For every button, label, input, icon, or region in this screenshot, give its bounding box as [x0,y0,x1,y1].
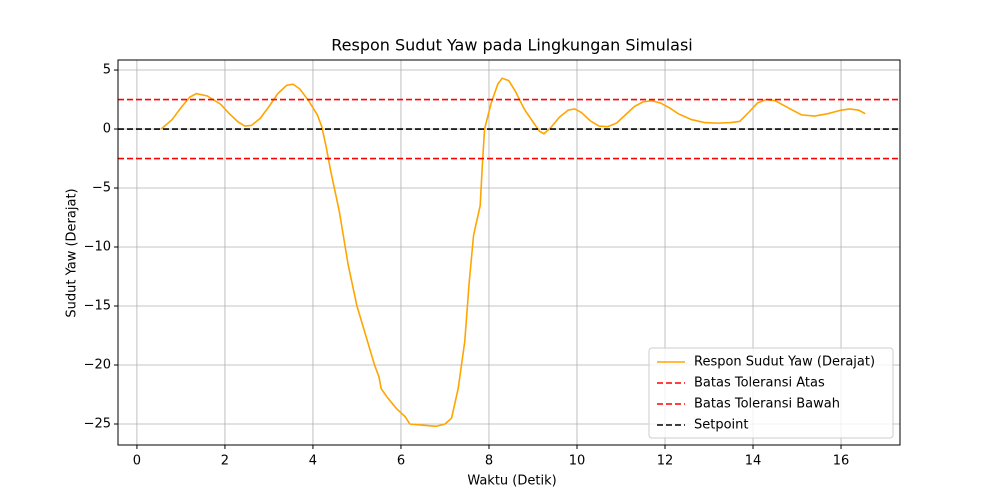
y-tick-label: 0 [103,122,111,137]
legend-label: Batas Toleransi Atas [694,376,825,391]
y-tick-label: −25 [84,416,111,431]
axes-frame [117,59,901,446]
x-axis-label: Waktu (Detik) [467,474,556,489]
x-tick-label: 0 [133,454,141,469]
x-tick-label: 4 [309,454,317,469]
data-line [160,77,866,428]
y-axis-label: Sudut Yaw (Derajat) [65,188,80,317]
x-tick-label: 8 [485,454,493,469]
x-tick-label: 2 [221,454,229,469]
y-tick-label: −20 [84,358,111,373]
x-tick-label: 6 [397,454,405,469]
legend-label: Respon Sudut Yaw (Derajat) [694,355,875,370]
x-tick-label: 14 [745,454,762,469]
x-tick-label: 12 [657,454,674,469]
chart-title: Respon Sudut Yaw pada Lingkungan Simulas… [331,36,693,55]
y-tick-label: 5 [103,63,111,78]
legend-label: Batas Toleransi Bawah [694,397,840,412]
legend-label: Setpoint [694,418,749,433]
y-tick-label: −10 [84,240,111,255]
y-tick-label: −15 [84,299,111,314]
x-tick-label: 16 [833,454,850,469]
legend-box [648,347,894,439]
x-tick-label: 10 [569,454,586,469]
y-tick-label: −5 [92,181,111,196]
